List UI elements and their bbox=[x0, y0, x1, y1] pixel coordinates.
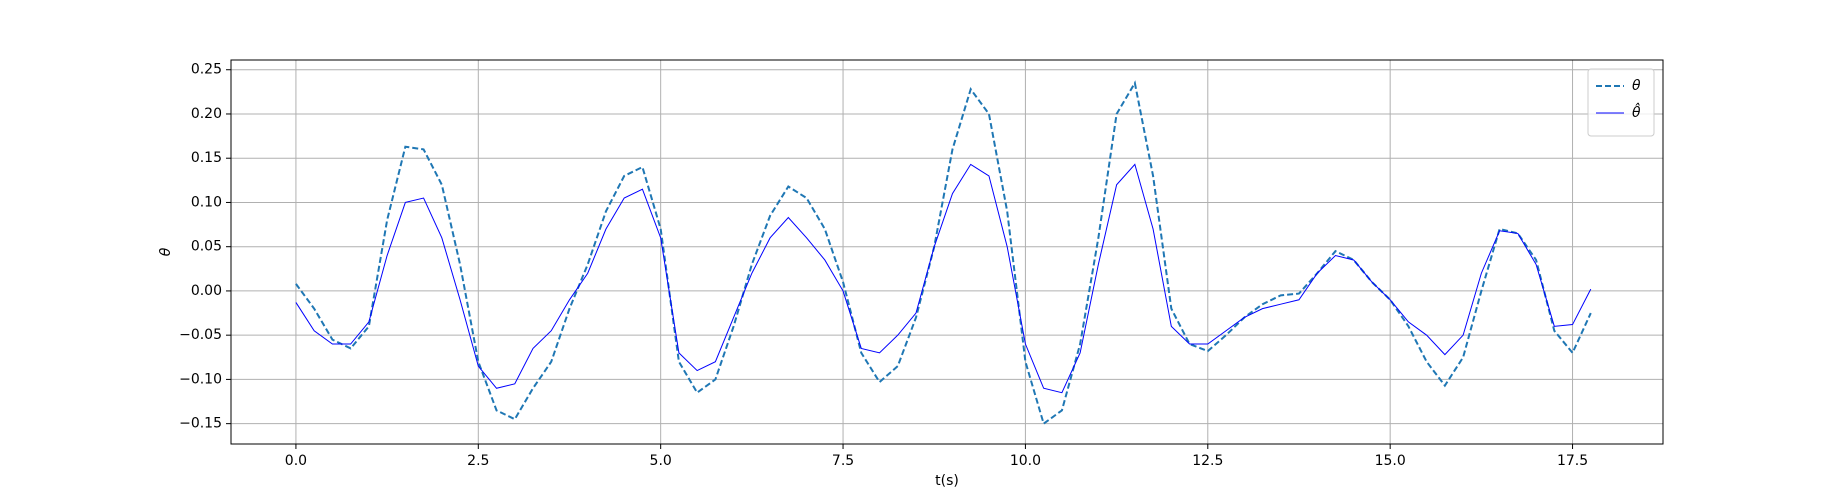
y-tick-label: 0.05 bbox=[191, 239, 222, 255]
y-tick-label: −0.10 bbox=[179, 371, 222, 387]
y-tick-label: 0.00 bbox=[191, 283, 222, 299]
x-axis-label: t(s) bbox=[935, 473, 959, 489]
legend-label: θ̂ bbox=[1632, 102, 1641, 121]
x-tick-label: 0.0 bbox=[285, 453, 307, 469]
x-tick-label: 7.5 bbox=[832, 453, 854, 469]
x-tick-label: 5.0 bbox=[650, 453, 672, 469]
y-tick-label: 0.15 bbox=[191, 150, 222, 166]
y-tick-label: 0.20 bbox=[191, 106, 222, 122]
x-tick-label: 17.5 bbox=[1557, 453, 1588, 469]
y-axis-label: θ bbox=[158, 247, 174, 256]
y-tick-label: −0.05 bbox=[179, 327, 222, 343]
series-line bbox=[295, 163, 1592, 394]
legend-box bbox=[1587, 68, 1655, 137]
x-tick-label: 12.5 bbox=[1192, 453, 1223, 469]
x-tick-label: 10.0 bbox=[1010, 453, 1041, 469]
x-tick-label: 15.0 bbox=[1375, 453, 1406, 469]
y-tick-label: 0.10 bbox=[191, 194, 222, 210]
plot-area bbox=[231, 60, 1663, 444]
x-tick-label: 2.5 bbox=[467, 453, 489, 469]
axes-frame bbox=[230, 59, 1664, 445]
legend-label: θ bbox=[1632, 78, 1641, 94]
y-tick-label: 0.25 bbox=[191, 62, 222, 78]
y-tick-label: −0.15 bbox=[179, 416, 222, 432]
